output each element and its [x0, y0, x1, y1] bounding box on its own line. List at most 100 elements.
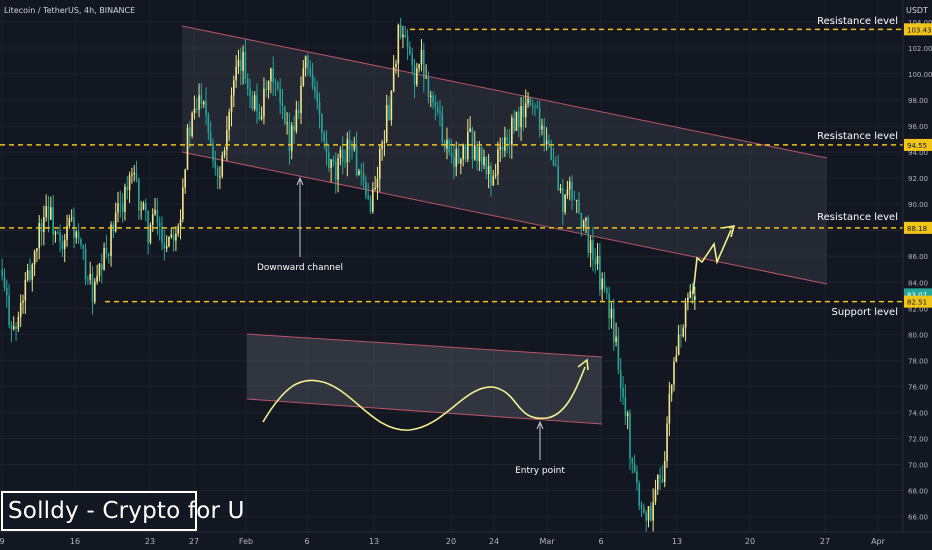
candle-body [135, 172, 138, 180]
candle-body [212, 143, 214, 161]
x-tick-label: 9 [0, 537, 5, 546]
candle-body [237, 59, 240, 67]
candle-body [585, 217, 587, 221]
candle-body [66, 225, 68, 240]
candle-body [239, 59, 242, 71]
candle-body [283, 106, 286, 124]
candle-body [348, 139, 351, 150]
candle-body [378, 148, 381, 179]
y-tick-label: 70.00 [908, 462, 928, 470]
candle-body [80, 239, 82, 245]
candle-body [453, 157, 455, 167]
candle-body [154, 209, 156, 215]
candle-body [656, 475, 659, 490]
candle-body [131, 174, 133, 176]
candle-body [374, 187, 376, 190]
level-label-resistance-1: Resistance level [817, 16, 898, 27]
level-label-resistance-3: Resistance level [817, 212, 898, 223]
candle-body [511, 117, 513, 145]
y-tick-label: 96.00 [908, 123, 928, 131]
candle-body [334, 162, 337, 180]
candle-body [56, 232, 59, 234]
candle-body [406, 36, 409, 48]
candle-body [395, 63, 397, 67]
candle-body [575, 199, 578, 201]
y-tick-label: 76.00 [908, 383, 928, 391]
illustration-channel-lower-line [246, 398, 603, 425]
candle-body [309, 68, 312, 75]
candle-body [404, 34, 407, 37]
candle-body [8, 295, 10, 326]
candle-body [321, 114, 323, 134]
candle-body [545, 140, 548, 145]
candle-body [256, 95, 258, 112]
candle-body [360, 171, 363, 173]
candle-body [258, 111, 261, 120]
candle-body [501, 146, 504, 151]
candle-body [594, 259, 597, 265]
candle-body [246, 79, 249, 89]
candle-body [272, 68, 275, 83]
channel-upper-line [181, 25, 828, 159]
candle-body [87, 279, 89, 281]
candle-body [40, 223, 43, 232]
candle-body [184, 169, 186, 188]
candle-body [84, 248, 87, 280]
candle-body [418, 64, 420, 69]
candle-body [647, 506, 650, 521]
candle-body [559, 188, 562, 191]
candle-body [677, 334, 680, 356]
candle-body [582, 220, 585, 229]
candle-body [112, 224, 115, 232]
candle-body [473, 145, 476, 160]
candle-body [358, 171, 360, 176]
quote-currency: USDT [906, 6, 928, 15]
candle-body [492, 176, 495, 186]
candle-body [610, 308, 613, 319]
candle-body [425, 77, 427, 79]
entry-point-pointer-head [536, 420, 544, 430]
x-tick-label: Feb [239, 537, 253, 546]
candle-body [490, 166, 492, 186]
candle-body [504, 137, 506, 151]
candle-body [413, 65, 416, 85]
candle-body [589, 240, 592, 253]
candle-body [615, 336, 617, 343]
candle-body [436, 106, 439, 112]
candle-body [617, 336, 620, 370]
candle-body [228, 112, 231, 131]
candle-body [209, 132, 212, 144]
candle-body [91, 273, 94, 302]
candle-body [432, 95, 434, 103]
candle-body [631, 458, 634, 464]
illustration-channel-upper-line [246, 333, 603, 358]
candle-body [399, 24, 402, 38]
candle-body [105, 247, 108, 254]
candle-body [188, 127, 191, 137]
candle-body [548, 140, 550, 144]
candle-body [365, 181, 367, 196]
y-tick-label: 74.00 [908, 409, 928, 417]
level-label-resistance-2: Resistance level [817, 131, 898, 142]
illustration-channel-band [247, 334, 602, 424]
y-tick-label: 84.00 [908, 279, 928, 287]
price-marker [904, 138, 932, 151]
candle-body [304, 56, 307, 69]
price-marker-label: 82.51 [907, 299, 927, 307]
candle-body [531, 105, 534, 107]
candle-body [158, 222, 161, 227]
candle-body [242, 51, 244, 71]
candle-body [68, 218, 71, 226]
candle-body [288, 122, 291, 152]
candle-body [580, 212, 583, 229]
symbol-title: Litecoin / TetherUS, 4h, BINANCE [4, 6, 135, 15]
candle-body [369, 198, 372, 212]
candle-body [179, 219, 182, 227]
x-tick-label: 13 [369, 537, 379, 546]
candle-body [297, 109, 300, 114]
x-tick-label: 6 [598, 537, 603, 546]
candle-body [670, 384, 673, 394]
candle-body [612, 308, 615, 343]
candle-body [650, 506, 652, 521]
candle-body [457, 149, 460, 164]
